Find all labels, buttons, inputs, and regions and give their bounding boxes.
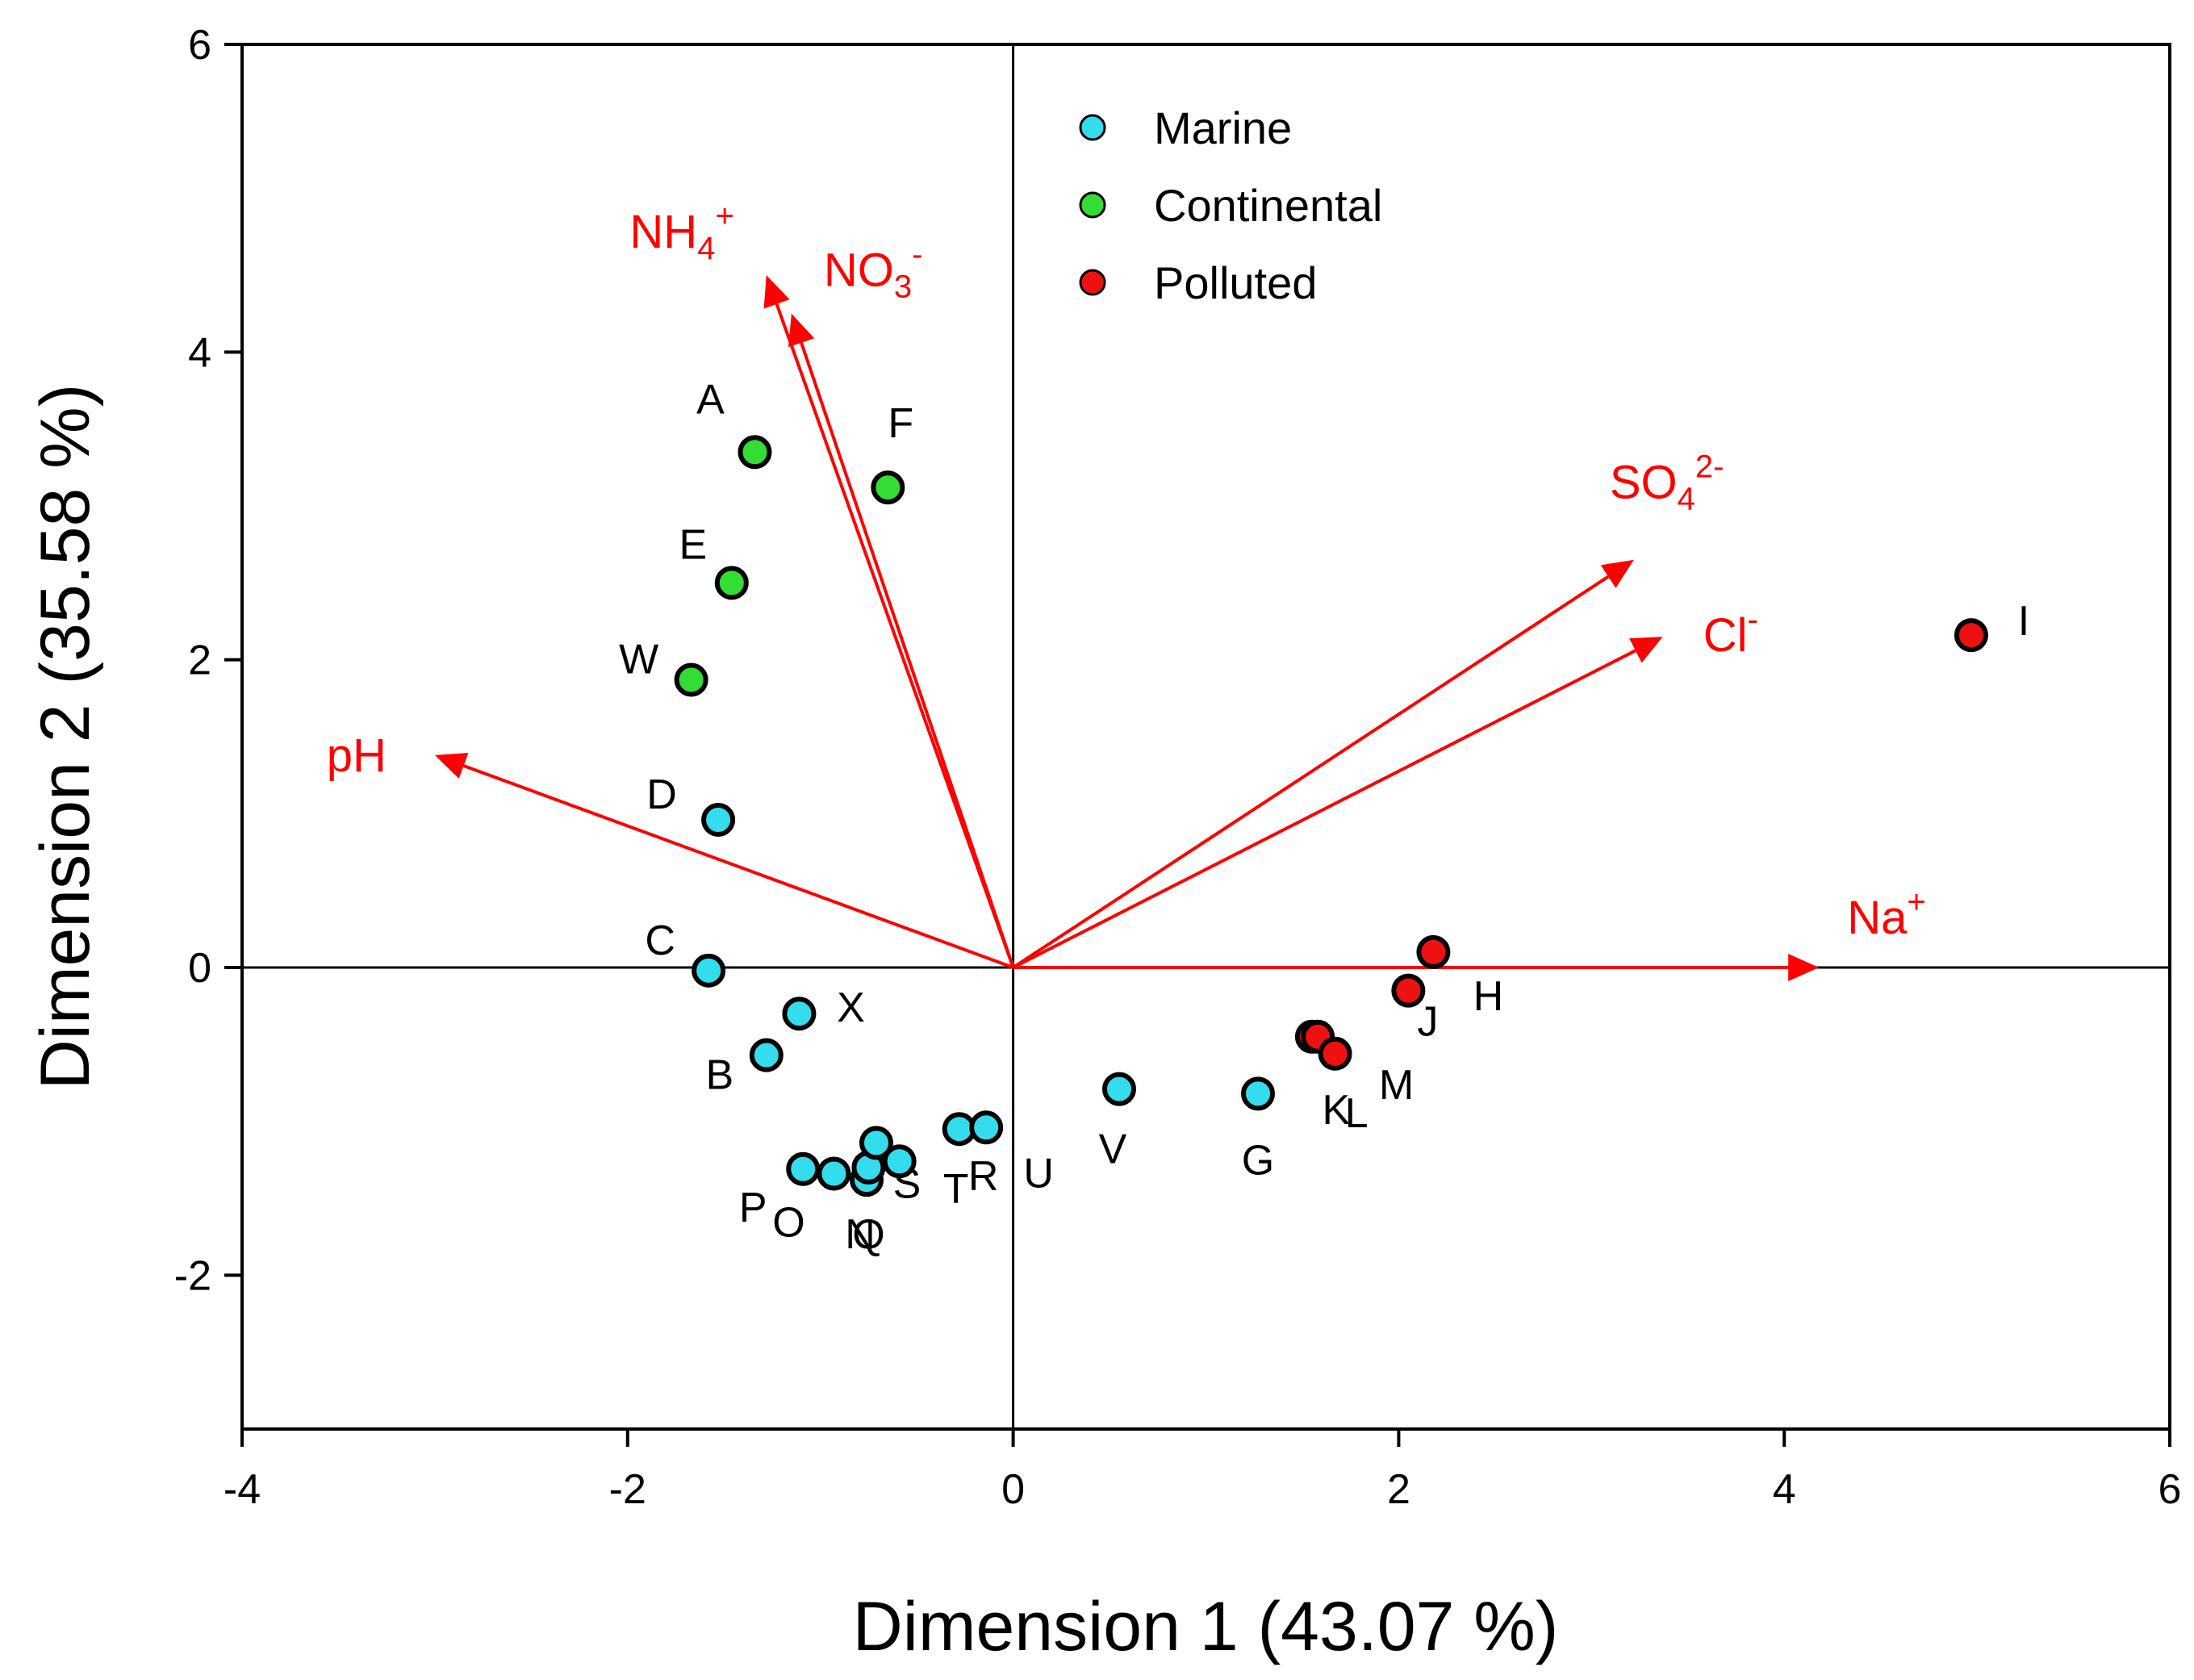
data-point [817,1156,851,1191]
vector-line [800,342,1015,968]
zero-lines [242,44,2170,1429]
point-label: C [645,917,675,964]
point-label: X [837,984,865,1031]
point-label: J [1417,999,1438,1046]
data-point [969,1110,1004,1145]
vector-label-subscript: 4 [1678,482,1695,517]
vector-arrowhead [434,753,469,779]
vector-line [1012,649,1636,969]
vector-label: pH [327,729,387,782]
plot-frame [240,43,2171,1431]
y-tick-label: 2 [188,637,211,684]
vector-arrowhead [763,275,790,309]
x-tick-label: -2 [609,1466,646,1513]
point-label: U [1023,1150,1054,1197]
data-point [701,802,736,837]
point-label: D [646,771,677,818]
point-label: R [968,1153,999,1200]
legend-label: Marine [1154,102,1292,153]
data-point [1391,973,1426,1008]
point-label: O [772,1199,804,1246]
legend-label: Polluted [1154,257,1317,308]
vector-label: Na+ [1847,884,1926,944]
vector-label-base: pH [327,729,387,782]
point-label: P [739,1185,767,1231]
point-label: T [943,1166,969,1213]
data-point [714,566,749,600]
data-point [1241,1076,1276,1111]
vector-label-subscript: 4 [697,231,715,266]
x-axis-title: Dimension 1 (43.07 %) [853,1588,1559,1665]
point-label: B [705,1052,733,1099]
vector-label-base: Na [1847,892,1908,944]
y-tick-label: 6 [188,22,211,69]
vector-line [462,764,1014,969]
x-tick-label: 6 [2158,1466,2182,1513]
vector-label-superscript: - [912,237,922,273]
vector-label-base: Cl [1703,609,1748,662]
vector-label: Cl- [1703,602,1758,662]
vector-arrowhead [1600,559,1634,588]
point-label: I [2018,598,2029,645]
point-label: H [1473,973,1504,1020]
vector-label-superscript: 2- [1695,449,1724,485]
vector-arrowhead [1788,954,1820,981]
data-point [674,662,708,697]
vector-label: SO42- [1610,449,1724,517]
data-point [1318,1036,1352,1071]
point-label: F [888,400,913,447]
legend-marker [1079,114,1106,141]
vector-label-superscript: + [1907,884,1925,920]
vector-label-base: NO [824,244,894,297]
data-point [859,1126,893,1160]
vector-label-base: NH [629,206,697,258]
point-label: Q [852,1211,884,1258]
x-tick-label: 4 [1773,1466,1796,1513]
y-tick-label: -2 [174,1252,211,1299]
data-point [871,470,905,505]
legend-marker [1079,269,1106,296]
point-label: G [1242,1137,1274,1184]
data-point [882,1144,917,1179]
y-axis-title: Dimension 2 (35.58 %) [27,384,104,1090]
point-label: M [1379,1062,1414,1109]
point-label: A [696,376,725,423]
vector-label-base: SO [1610,457,1678,509]
data-point [1954,618,1988,653]
data-point [786,1151,821,1186]
point-label: W [619,636,658,683]
vector-label-subscript: 3 [894,270,912,305]
legend-label: Continental [1154,180,1382,231]
point-label: N [845,1211,876,1258]
vector-label-superscript: + [715,199,733,234]
data-point [749,1038,784,1072]
vector-arrowhead [1629,637,1663,663]
vector-label-superscript: - [1747,602,1757,637]
x-tick-label: -4 [224,1466,261,1513]
vector-label: NO3- [824,237,923,305]
point-label: L [1345,1090,1369,1137]
vector-line [775,303,1015,968]
data-point [782,997,817,1031]
point-label: V [1099,1126,1127,1173]
x-tick-label: 0 [1001,1466,1025,1513]
data-point [692,953,726,988]
data-point [1416,934,1451,969]
point-label: K [1323,1087,1351,1134]
vector-label: NH4+ [629,199,733,266]
point-label: E [679,521,707,568]
vector-line [1012,575,1610,969]
x-tick-label: 2 [1387,1466,1410,1513]
data-point [1101,1072,1136,1106]
legend-marker [1079,191,1106,219]
data-point [738,435,772,470]
y-tick-label: 0 [188,945,211,992]
legend: Marine Continental Polluted [1079,102,1382,308]
y-tick-label: 4 [188,329,211,376]
vector-arrowhead [788,313,815,348]
